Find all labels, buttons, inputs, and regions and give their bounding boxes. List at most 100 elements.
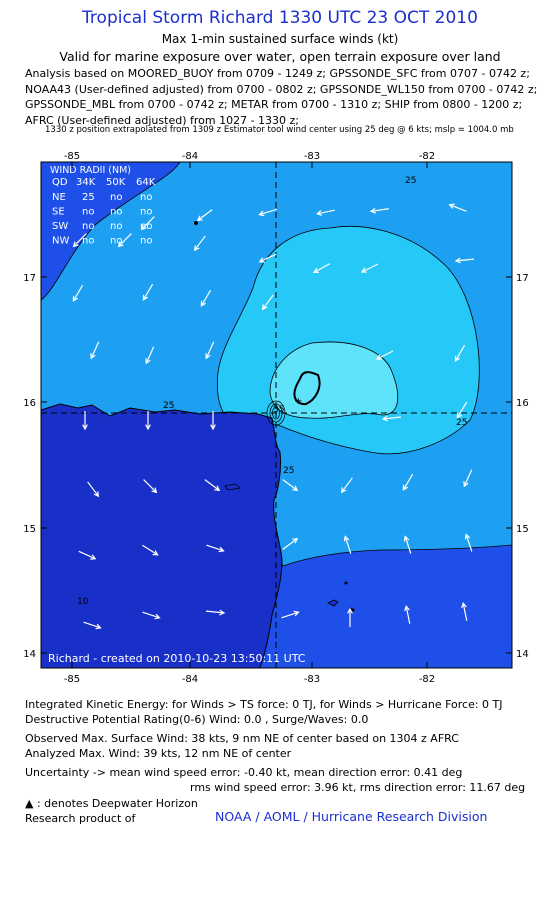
wind-arrow <box>78 550 97 560</box>
lon-tick-label-top: -82 <box>419 151 435 162</box>
wind-arrow <box>258 208 277 217</box>
rms-error-line: rms wind speed error: 3.96 kt, rms direc… <box>190 781 526 794</box>
map-frame <box>40 161 513 669</box>
deepwater-legend-text: : denotes Deepwater Horizon <box>36 797 198 810</box>
deepwater-markers <box>194 221 355 612</box>
radii-header: 64K <box>136 177 156 188</box>
analysis-line: Analysis based on MOORED_BUOY from 0709 … <box>25 67 530 80</box>
wind-arrow <box>196 209 213 222</box>
analysis-line: NOAA43 (User-defined adjusted) from 0700… <box>25 82 538 96</box>
wind-arrow <box>461 601 468 621</box>
deepwater-legend: ▲ : denotes Deepwater Horizon <box>25 797 198 810</box>
radii-header: 50K <box>106 177 126 188</box>
radii-value: no <box>110 221 122 232</box>
wind-contour-30kt <box>269 341 399 419</box>
wind-arrow <box>369 207 389 214</box>
wind-arrow <box>193 235 206 252</box>
radii-quadrant: NE <box>52 192 66 203</box>
island <box>327 599 339 607</box>
wind-arrow <box>464 533 473 552</box>
radii-value: no <box>82 236 94 247</box>
wind-arrow <box>145 346 155 365</box>
lon-tick-label-bottom: -82 <box>419 674 435 685</box>
radii-quadrant: SE <box>52 207 65 218</box>
lon-tick-label-bottom: -83 <box>304 674 320 685</box>
radii-value: no <box>110 236 122 247</box>
wind-arrow <box>448 203 467 212</box>
wind-arrow <box>210 411 216 431</box>
radii-quadrant: SW <box>52 221 68 232</box>
wind-arrow <box>381 415 401 422</box>
wind-arrow <box>205 609 226 616</box>
research-label: Research product of <box>25 812 136 825</box>
wind-arrow <box>463 469 473 488</box>
lat-tick-label-left: 15 <box>23 524 36 535</box>
wind-arrow <box>281 610 300 619</box>
radii-header: 34K <box>76 177 96 188</box>
lat-tick-label-left: 17 <box>23 273 36 284</box>
map-axes: -85 -85 -84 -84 -83 -83 -82 -82 17 17 16 16 15 15 14 14 <box>23 151 528 685</box>
wind-arrow <box>258 253 277 263</box>
contour-label: 25 <box>405 176 416 186</box>
dpr-line: Destructive Potential Rating(0-6) Wind: … <box>25 713 369 726</box>
wind-arrow <box>140 216 155 231</box>
radii-value: no <box>110 192 122 203</box>
warning-icon: ▲ <box>25 797 34 810</box>
wind-arrow <box>282 479 299 492</box>
wind-arrow <box>145 411 151 431</box>
wind-arrow <box>347 607 353 627</box>
radii-value: 25 <box>82 192 95 203</box>
wind-arrow <box>375 350 394 360</box>
wind-radii-title: WIND RADII (NM) <box>50 165 131 176</box>
contour-label: 25 <box>283 466 294 476</box>
lat-tick-label-right: 16 <box>516 398 529 409</box>
wind-arrow <box>87 481 100 498</box>
lat-tick-label-right: 17 <box>516 273 529 284</box>
wind-arrow <box>82 411 88 431</box>
wind-arrow <box>72 284 84 302</box>
lat-tick-label-left: 16 <box>23 398 36 409</box>
map-svg: + 25 25 25 25 35 10 WIND RADII (NM) QD 3… <box>23 151 528 685</box>
lon-tick-label-bottom: -84 <box>182 674 198 685</box>
hrd-link[interactable]: NOAA / AOML / Hurricane Research Divisio… <box>215 809 488 824</box>
wind-arrow <box>261 294 274 311</box>
analysis-line: GPSSONDE_MBL from 0700 - 0742 z; METAR f… <box>25 98 523 111</box>
wind-vectors <box>72 203 475 630</box>
deepwater-horizon-marker <box>194 221 198 225</box>
radii-header: QD <box>52 177 68 188</box>
wind-arrow <box>404 604 411 624</box>
contour-label: 35 <box>273 405 284 415</box>
ike-line: Integrated Kinetic Energy: for Winds > T… <box>25 698 503 711</box>
contour-label: 25 <box>456 418 467 428</box>
lat-tick-label-left: 14 <box>23 649 36 660</box>
wind-arrow <box>204 479 221 492</box>
wind-arrow <box>200 289 212 307</box>
position-note: 1330 z position extrapolated from 1309 z… <box>45 125 514 135</box>
land-coastline <box>41 403 283 668</box>
map-credit: Richard - created on 2010-10-23 13:50:11… <box>48 652 306 665</box>
radii-value: no <box>140 192 152 203</box>
radii-value: no <box>82 221 94 232</box>
island <box>224 483 241 491</box>
wind-arrow <box>142 283 154 301</box>
lon-tick-label-bottom: -85 <box>64 674 80 685</box>
lon-tick-label-top: -84 <box>182 151 198 162</box>
lon-tick-label-top: -83 <box>304 151 320 162</box>
wind-arrow <box>205 341 215 360</box>
radii-value: no <box>140 236 152 247</box>
wind-arrow <box>90 341 100 360</box>
uncertainty-line: Uncertainty -> mean wind speed error: -0… <box>25 766 463 779</box>
wind-arrow <box>456 401 468 419</box>
storm-center-marker: + <box>294 396 302 407</box>
lat-tick-label-right: 14 <box>516 649 529 660</box>
wind-radii-table: WIND RADII (NM) QD 34K 50K 64K NE 25 no no S… <box>50 165 156 247</box>
map-title: Tropical Storm Richard 1330 UTC 23 OCT 2… <box>82 8 478 28</box>
wind-arrow <box>142 544 159 556</box>
radii-value: no <box>140 221 152 232</box>
lon-tick-label-top: -85 <box>64 151 80 162</box>
wind-arrow <box>117 233 132 248</box>
wind-contour-35kt <box>293 371 321 406</box>
wind-arrow <box>340 477 353 494</box>
map-subtitle: Max 1-min sustained surface winds (kt) <box>161 32 399 46</box>
wind-arrow <box>360 263 379 273</box>
